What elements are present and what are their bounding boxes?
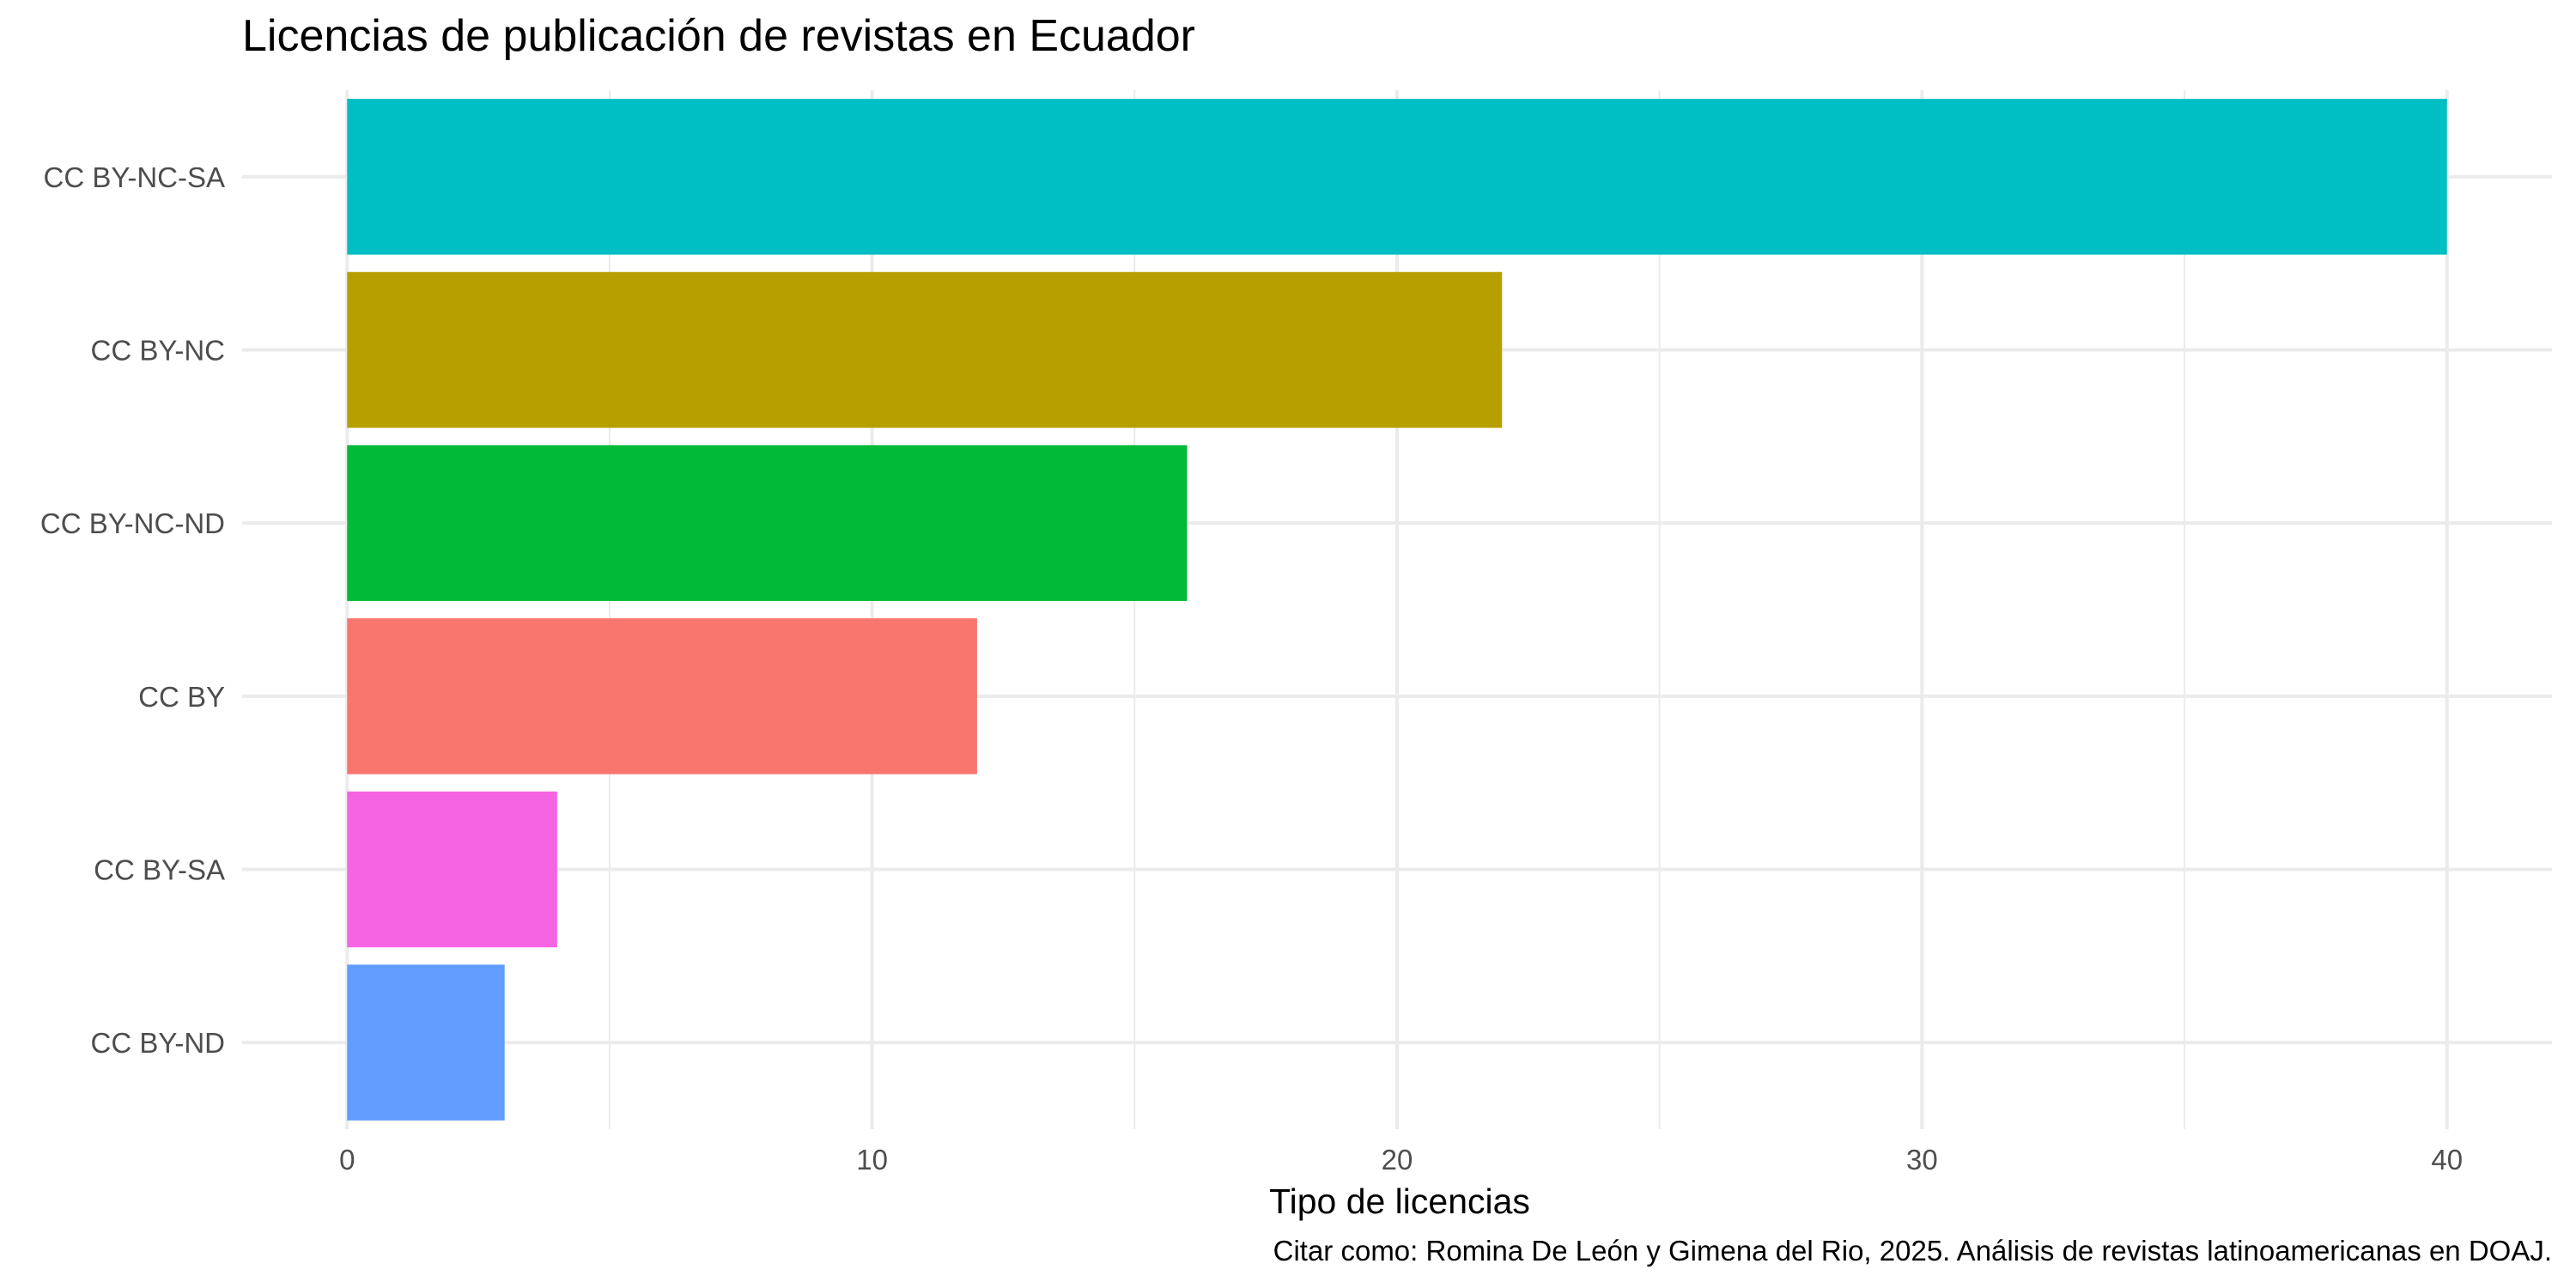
y-tick-label: CC BY-SA — [94, 854, 225, 886]
y-tick-label: CC BY-ND — [91, 1027, 225, 1059]
x-axis-label: Tipo de licencias — [1269, 1182, 1530, 1221]
x-tick-label: 20 — [1382, 1144, 1413, 1176]
y-tick-label: CC BY-NC-ND — [40, 507, 225, 539]
chart-caption: Citar como: Romina De León y Gimena del … — [1273, 1235, 2552, 1267]
x-tick-labels: 0 10 20 30 40 — [339, 1144, 2463, 1176]
bar-cc-by — [347, 618, 977, 775]
bar-cc-by-nc — [347, 271, 1503, 428]
x-tick-label: 40 — [2431, 1144, 2463, 1176]
x-tick-label: 10 — [856, 1144, 888, 1176]
y-tick-label: CC BY — [138, 681, 225, 713]
bar-cc-by-nc-sa — [347, 99, 2447, 255]
bars — [347, 99, 2447, 1121]
y-tick-label: CC BY-NC — [91, 335, 225, 367]
chart-title: Licencias de publicación de revistas en … — [242, 11, 1196, 61]
y-tick-label: CC BY-NC-SA — [44, 161, 226, 193]
x-tick-label: 30 — [1906, 1144, 1938, 1176]
bar-cc-by-nd — [347, 964, 505, 1121]
x-tick-label: 0 — [339, 1144, 355, 1176]
bar-cc-by-nc-nd — [347, 445, 1188, 601]
minor-gridlines — [608, 90, 2186, 1129]
y-tick-labels: CC BY-NC-SA CC BY-NC CC BY-NC-ND CC BY CC BY… — [40, 161, 225, 1059]
bar-cc-by-sa — [347, 791, 557, 948]
